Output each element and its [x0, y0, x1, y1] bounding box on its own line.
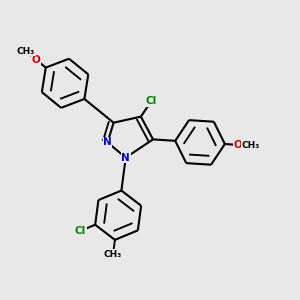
Text: O: O: [233, 140, 242, 150]
Text: O: O: [32, 55, 40, 64]
Text: CH₃: CH₃: [241, 141, 260, 150]
Text: CH₃: CH₃: [17, 47, 35, 56]
Text: Cl: Cl: [146, 96, 157, 106]
Text: N: N: [103, 137, 112, 147]
Text: Cl: Cl: [75, 226, 86, 236]
Text: CH₃: CH₃: [104, 250, 122, 259]
Text: N: N: [122, 153, 130, 163]
